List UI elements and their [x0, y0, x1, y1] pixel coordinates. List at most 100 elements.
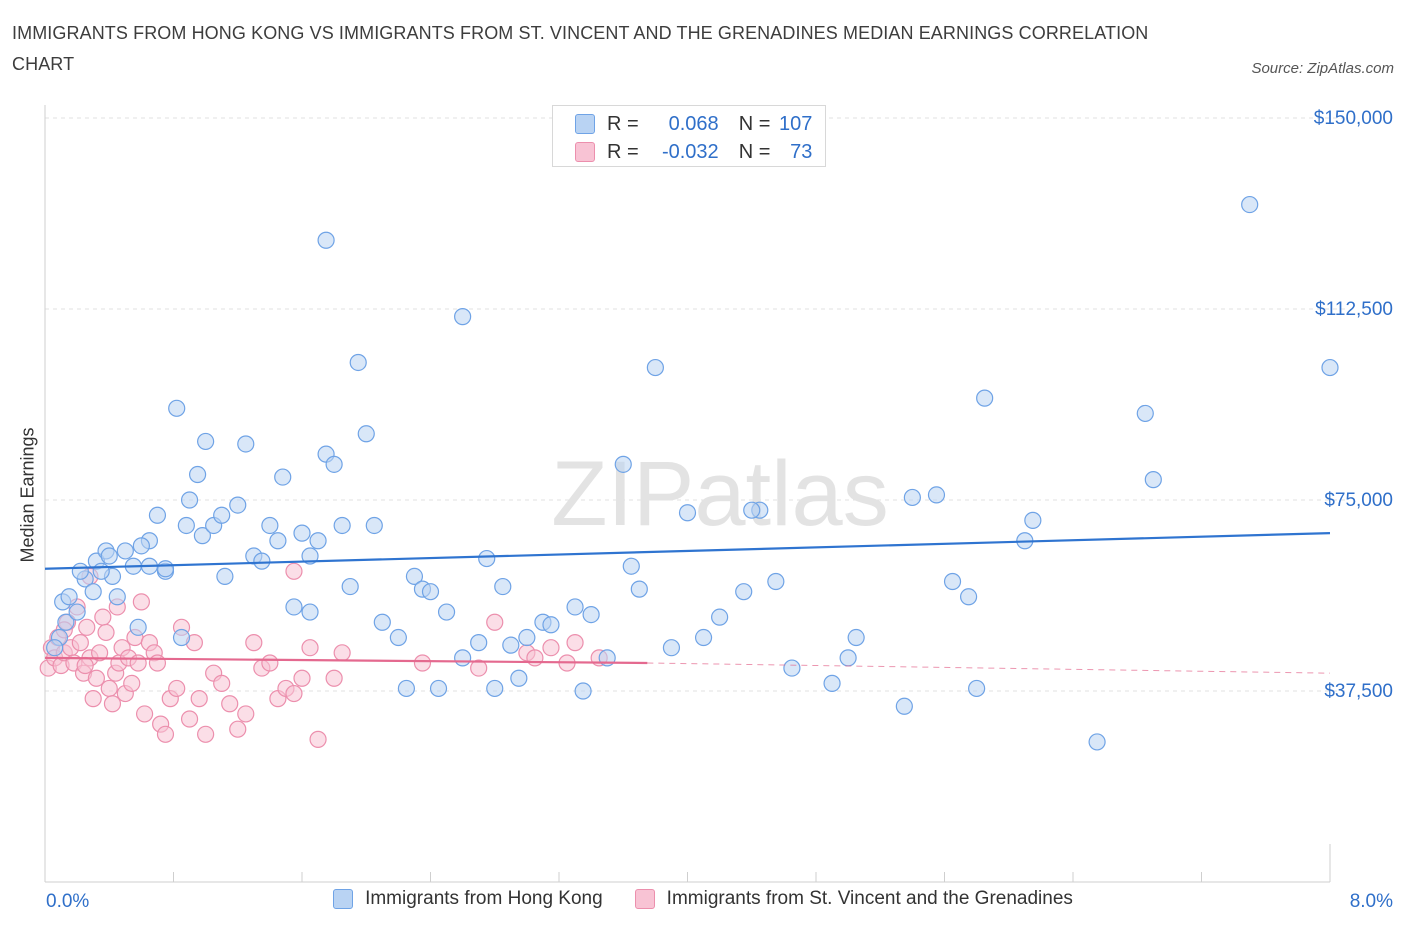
legend-r-label: R =: [607, 112, 639, 135]
point-st-vincent: [100, 679, 118, 698]
point-hong-kong: [839, 649, 857, 667]
point-hong-kong: [285, 598, 303, 616]
point-hong-kong: [823, 674, 841, 692]
point-st-vincent: [213, 674, 231, 692]
series-swatch-hong-kong: [333, 889, 354, 909]
point-hong-kong: [293, 524, 311, 542]
point-hong-kong: [502, 636, 520, 654]
point-hong-kong: [662, 639, 681, 657]
y-tick-label: $150,000: [1314, 108, 1393, 129]
point-st-vincent: [470, 659, 488, 677]
point-hong-kong: [269, 532, 287, 550]
point-hong-kong: [216, 567, 234, 586]
point-hong-kong: [895, 697, 913, 715]
point-st-vincent: [91, 644, 109, 662]
point-hong-kong: [486, 679, 504, 698]
point-hong-kong: [767, 572, 785, 591]
point-hong-kong: [229, 496, 247, 514]
series-legend-hong-kong[interactable]: Immigrants from Hong Kong: [333, 888, 603, 910]
point-hong-kong: [68, 603, 86, 621]
point-hong-kong: [454, 649, 472, 667]
legend-r-value: 0.068: [668, 112, 719, 135]
point-st-vincent: [71, 634, 89, 652]
point-hong-kong: [429, 679, 448, 698]
point-hong-kong: [349, 353, 367, 372]
series-swatch-st-vincent: [634, 889, 655, 909]
point-hong-kong: [927, 486, 946, 504]
point-hong-kong: [57, 613, 75, 631]
point-hong-kong: [180, 491, 199, 509]
point-hong-kong: [968, 679, 986, 698]
point-hong-kong: [177, 516, 195, 535]
chart-title: IMMIGRANTS FROM HONG KONG VS IMMIGRANTS …: [12, 23, 1149, 74]
point-st-vincent: [76, 656, 94, 675]
point-hong-kong: [1241, 195, 1259, 214]
point-st-vincent: [156, 725, 175, 743]
point-hong-kong: [301, 547, 319, 565]
point-hong-kong: [678, 504, 697, 522]
point-st-vincent: [148, 654, 167, 672]
point-st-vincent: [325, 669, 343, 687]
point-hong-kong: [71, 562, 89, 580]
legend-swatch-hong-kong: [575, 114, 595, 134]
point-st-vincent: [301, 639, 319, 657]
point-hong-kong: [510, 669, 528, 687]
point-hong-kong: [1144, 471, 1162, 489]
legend-row-st-vincent: R = -0.032 N = 73: [575, 139, 812, 165]
point-hong-kong: [694, 628, 713, 647]
point-st-vincent: [129, 654, 147, 672]
trend-lines: [44, 532, 1331, 674]
point-st-vincent: [542, 639, 560, 657]
point-hong-kong: [943, 572, 962, 591]
point-st-vincent: [84, 690, 102, 708]
point-st-vincent: [413, 654, 432, 672]
point-hong-kong: [116, 542, 134, 560]
point-hong-kong: [470, 634, 488, 652]
legend-r-label: R =: [607, 140, 639, 163]
point-hong-kong: [1024, 511, 1042, 529]
point-st-vincent: [180, 710, 199, 728]
y-tick-label: $75,000: [1324, 490, 1393, 511]
point-st-vincent: [197, 725, 215, 743]
point-hong-kong: [365, 516, 383, 535]
legend-n-value: 73: [790, 140, 813, 163]
point-hong-kong: [397, 679, 416, 698]
point-hong-kong: [325, 455, 343, 473]
point-hong-kong: [735, 583, 753, 601]
point-hong-kong: [333, 516, 351, 535]
point-hong-kong: [341, 577, 359, 596]
point-hong-kong: [188, 465, 207, 484]
point-st-vincent: [261, 654, 279, 672]
point-hong-kong: [172, 628, 191, 647]
gridlines: [45, 117, 1345, 692]
point-st-vincent: [333, 644, 351, 662]
point-hong-kong: [959, 588, 978, 606]
watermark: ZIPatlas: [551, 443, 888, 545]
point-hong-kong: [357, 425, 375, 443]
point-hong-kong: [129, 618, 147, 636]
legend-r-value: -0.032: [661, 140, 719, 163]
point-hong-kong: [494, 577, 512, 596]
point-st-vincent: [78, 618, 96, 636]
point-hong-kong: [148, 506, 167, 524]
point-hong-kong: [309, 532, 327, 550]
point-hong-kong: [743, 501, 761, 519]
series-legend-st-vincent[interactable]: Immigrants from St. Vincent and the Gren…: [634, 888, 1073, 910]
data-points: [39, 195, 1339, 751]
chart-source: Source: ZipAtlas.com: [1251, 60, 1394, 77]
point-hong-kong: [518, 628, 536, 647]
point-hong-kong: [1088, 733, 1106, 751]
point-hong-kong: [237, 435, 255, 453]
point-st-vincent: [135, 705, 154, 723]
point-st-vincent: [123, 674, 141, 692]
point-hong-kong: [976, 389, 994, 407]
point-hong-kong: [630, 580, 648, 598]
series-label-st-vincent: Immigrants from St. Vincent and the Gren…: [666, 888, 1073, 909]
point-hong-kong: [46, 639, 64, 657]
y-axis-label: Median Earnings: [17, 427, 38, 563]
point-st-vincent: [237, 705, 255, 723]
point-hong-kong: [622, 557, 640, 575]
point-hong-kong: [92, 562, 110, 580]
x-tick-label-max: 8.0%: [1349, 891, 1393, 912]
correlation-legend: R = 0.068 N = 107 R = -0.032 N = 73: [552, 105, 826, 167]
